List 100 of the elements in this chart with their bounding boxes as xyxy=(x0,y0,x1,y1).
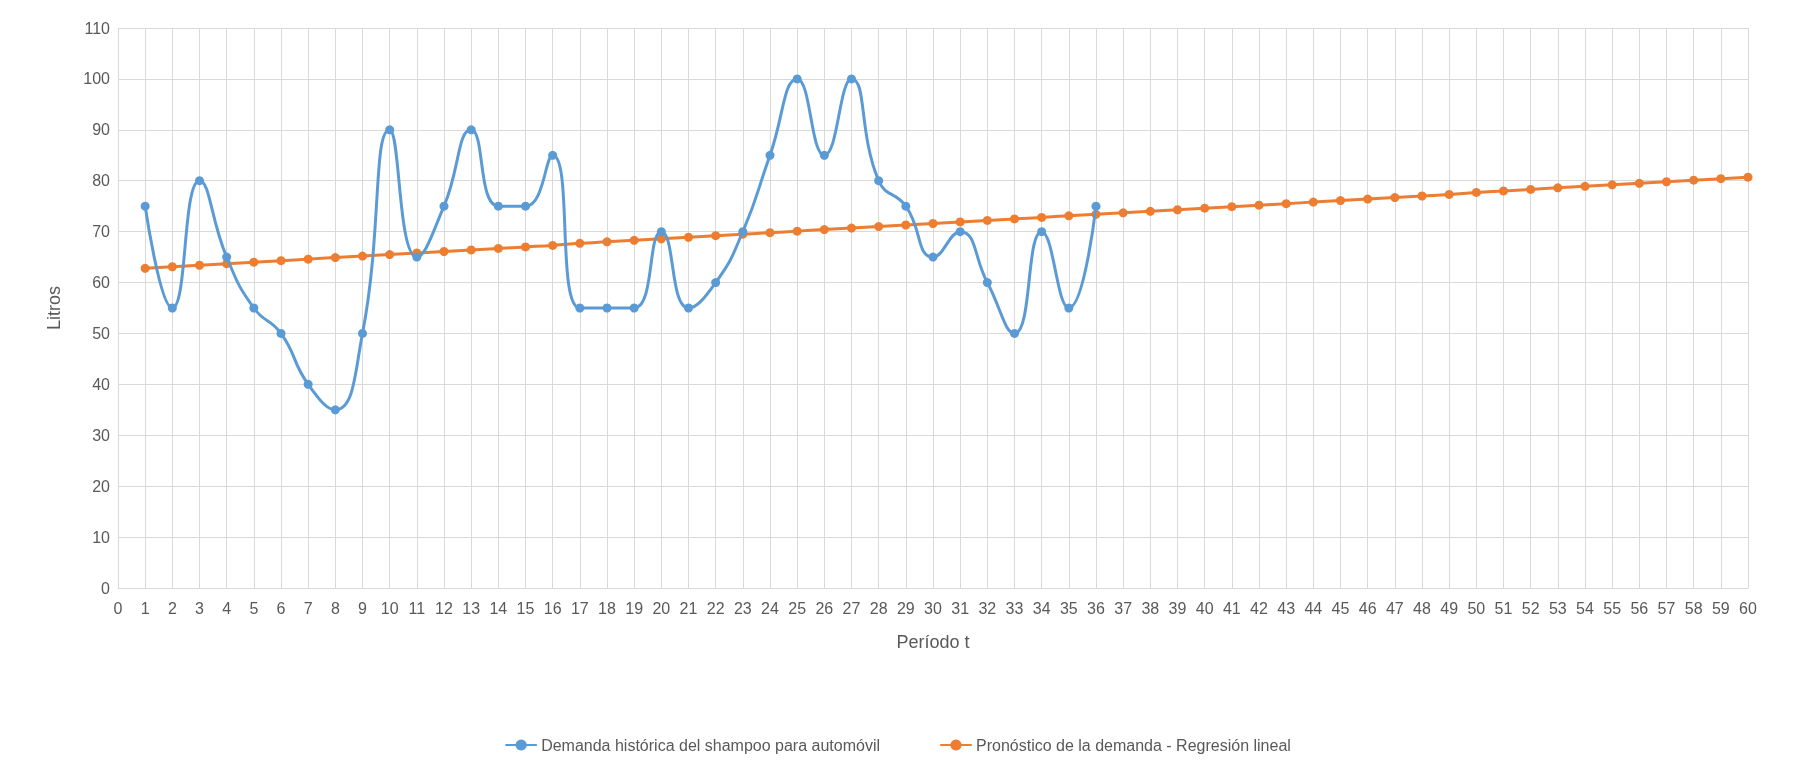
point xyxy=(548,150,558,160)
x-tick-label: 2 xyxy=(167,599,177,617)
x-tick-label: 3 xyxy=(195,599,205,617)
point xyxy=(1580,181,1590,191)
y-tick-label: 40 xyxy=(92,375,111,393)
x-tick-label: 58 xyxy=(1684,599,1703,617)
x-tick-label: 51 xyxy=(1494,599,1513,617)
x-tick-label: 29 xyxy=(896,599,915,617)
x-tick-label: 44 xyxy=(1304,599,1323,617)
y-tick-label: 50 xyxy=(92,324,111,342)
point xyxy=(1145,206,1155,216)
point xyxy=(1281,199,1291,209)
x-tick-label: 4 xyxy=(222,599,232,617)
point xyxy=(1091,201,1101,211)
x-tick-label: 24 xyxy=(761,599,779,617)
point xyxy=(1037,227,1047,237)
point xyxy=(656,227,666,237)
point xyxy=(222,252,232,262)
point xyxy=(575,303,585,313)
y-tick-label: 10 xyxy=(92,528,111,546)
x-tick-label: 9 xyxy=(358,599,368,617)
x-tick-label: 33 xyxy=(1005,599,1024,617)
y-tick-label: 0 xyxy=(101,579,111,597)
x-tick-label: 56 xyxy=(1630,599,1649,617)
x-tick-label: 42 xyxy=(1250,599,1268,617)
point xyxy=(276,256,286,266)
point xyxy=(358,251,367,261)
point xyxy=(819,150,829,160)
point xyxy=(358,328,367,338)
point xyxy=(1662,177,1671,187)
point xyxy=(1417,191,1427,201)
point xyxy=(928,218,938,228)
y-tick-label: 70 xyxy=(92,223,111,241)
point xyxy=(140,263,150,273)
point xyxy=(1363,194,1373,204)
point xyxy=(1227,202,1237,212)
point xyxy=(1390,193,1400,203)
point xyxy=(385,125,395,135)
point xyxy=(276,328,286,338)
x-tick-label: 49 xyxy=(1440,599,1459,617)
x-tick-label: 53 xyxy=(1548,599,1567,617)
x-tick-label: 11 xyxy=(408,599,426,617)
point xyxy=(140,201,150,211)
point xyxy=(1336,196,1345,206)
point xyxy=(1526,184,1536,194)
point xyxy=(575,238,585,248)
point xyxy=(249,257,259,267)
point xyxy=(955,227,965,237)
point xyxy=(1200,203,1210,213)
point xyxy=(521,201,530,211)
point xyxy=(602,237,612,247)
x-tick-label: 18 xyxy=(598,599,616,617)
point xyxy=(847,74,856,84)
point xyxy=(1254,200,1264,210)
point xyxy=(1064,211,1074,221)
x-tick-label: 15 xyxy=(516,599,535,617)
point xyxy=(1607,180,1617,190)
point xyxy=(711,231,721,241)
x-tick-label: 0 xyxy=(113,599,123,617)
x-tick-label: 50 xyxy=(1467,599,1486,617)
point xyxy=(167,303,177,313)
point xyxy=(629,303,639,313)
x-tick-label: 30 xyxy=(924,599,942,617)
point xyxy=(412,252,422,262)
x-tick-label: 27 xyxy=(842,599,861,617)
x-tick-label: 25 xyxy=(788,599,807,617)
point xyxy=(847,223,856,233)
point xyxy=(493,201,503,211)
x-tick-label: 34 xyxy=(1032,599,1051,617)
y-tick-label: 30 xyxy=(92,426,111,444)
x-tick-label: 37 xyxy=(1114,599,1133,617)
x-tick-label: 35 xyxy=(1059,599,1078,617)
y-tick-label: 100 xyxy=(83,70,111,88)
x-tick-label: 31 xyxy=(951,599,970,617)
x-tick-label: 16 xyxy=(543,599,562,617)
point xyxy=(249,303,259,313)
x-tick-label: 19 xyxy=(625,599,644,617)
legend-label: Pronóstico de la demanda - Regresión lineal xyxy=(976,736,1291,754)
y-tick-label: 60 xyxy=(92,274,111,292)
point xyxy=(1634,178,1644,188)
x-tick-label: 8 xyxy=(330,599,340,617)
x-tick-label: 1 xyxy=(140,599,150,617)
point xyxy=(819,225,829,235)
x-tick-label: 23 xyxy=(733,599,752,617)
point xyxy=(466,245,476,255)
point xyxy=(1716,174,1726,184)
x-tick-label: 22 xyxy=(706,599,725,617)
point xyxy=(195,260,204,270)
point xyxy=(167,262,177,272)
point xyxy=(982,278,992,288)
x-tick-label: 6 xyxy=(276,599,286,617)
point xyxy=(792,74,802,84)
point xyxy=(1118,208,1128,218)
x-tick-label: 12 xyxy=(435,599,453,617)
legend-label: Demanda histórica del shampoo para automóvil xyxy=(541,736,881,754)
point xyxy=(303,379,313,389)
x-tick-label: 47 xyxy=(1385,599,1404,617)
x-tick-label: 26 xyxy=(815,599,834,617)
x-tick-label: 13 xyxy=(462,599,481,617)
point xyxy=(711,278,721,288)
